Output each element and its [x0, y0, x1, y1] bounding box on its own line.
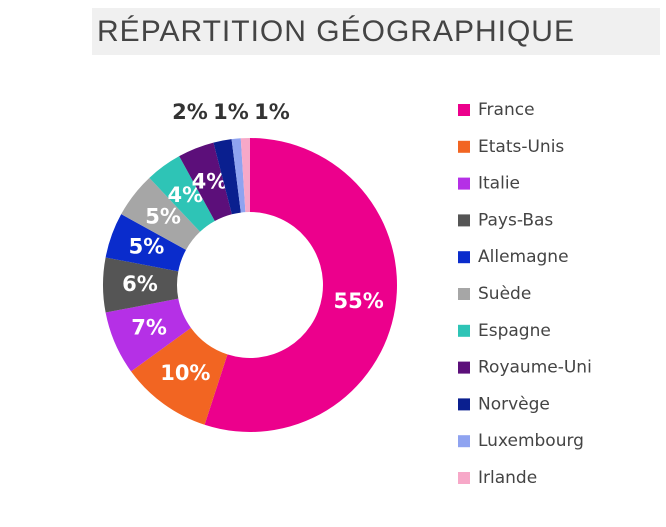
legend-swatch — [458, 288, 470, 300]
legend-swatch — [458, 435, 470, 448]
slice-label: 6% — [122, 272, 158, 296]
legend-swatch — [458, 398, 470, 411]
legend-swatch — [458, 251, 470, 264]
slice-label: 1% — [213, 100, 249, 124]
legend-swatch — [458, 177, 470, 190]
legend-label: Irlande — [478, 468, 537, 488]
slice-label: 1% — [254, 100, 290, 124]
slice-label: 4% — [192, 170, 228, 194]
donut-slice — [149, 156, 215, 232]
donut-slice — [204, 138, 398, 432]
slice-label: 5% — [145, 205, 181, 229]
legend-label: Etats-Unis — [478, 137, 564, 157]
legend-label: Royaume-Uni — [478, 358, 592, 378]
slice-label: 5% — [129, 235, 165, 259]
title-band — [92, 8, 660, 55]
donut-slice — [179, 142, 232, 222]
legend-label: Allemagne — [478, 247, 569, 267]
legend-label: Luxembourg — [478, 431, 584, 451]
donut-slice — [131, 327, 228, 425]
donut-slice — [105, 298, 191, 372]
legend-label: Norvège — [478, 394, 550, 414]
donut-slice — [231, 138, 246, 213]
slice-label: 2% — [172, 100, 208, 124]
slice-label: 55% — [334, 289, 384, 313]
legend-label: Suède — [478, 284, 531, 304]
legend-label: Espagne — [478, 321, 551, 341]
legend-swatch — [458, 324, 470, 337]
legend-swatch — [458, 214, 470, 227]
legend-swatch — [458, 472, 470, 484]
legend-swatch — [458, 140, 470, 153]
donut-slice — [121, 177, 201, 250]
donut-slice — [240, 138, 250, 213]
donut-slice — [213, 139, 241, 215]
slice-label: 10% — [160, 361, 210, 385]
slice-label: 7% — [131, 316, 167, 340]
legend-label: France — [478, 100, 535, 120]
legend-swatch — [458, 104, 470, 116]
legend-label: Pays-Bas — [478, 210, 553, 230]
donut-slice — [102, 257, 179, 313]
legend-label: Italie — [478, 174, 520, 194]
legend-swatch — [458, 361, 470, 374]
donut-slice — [105, 214, 187, 272]
chart-title: RÉPARTITION GÉOGRAPHIQUE — [97, 15, 575, 48]
